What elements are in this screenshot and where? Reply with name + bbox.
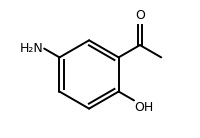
Text: H₂N: H₂N [20,42,43,55]
Text: O: O [135,10,145,22]
Text: OH: OH [135,101,154,114]
